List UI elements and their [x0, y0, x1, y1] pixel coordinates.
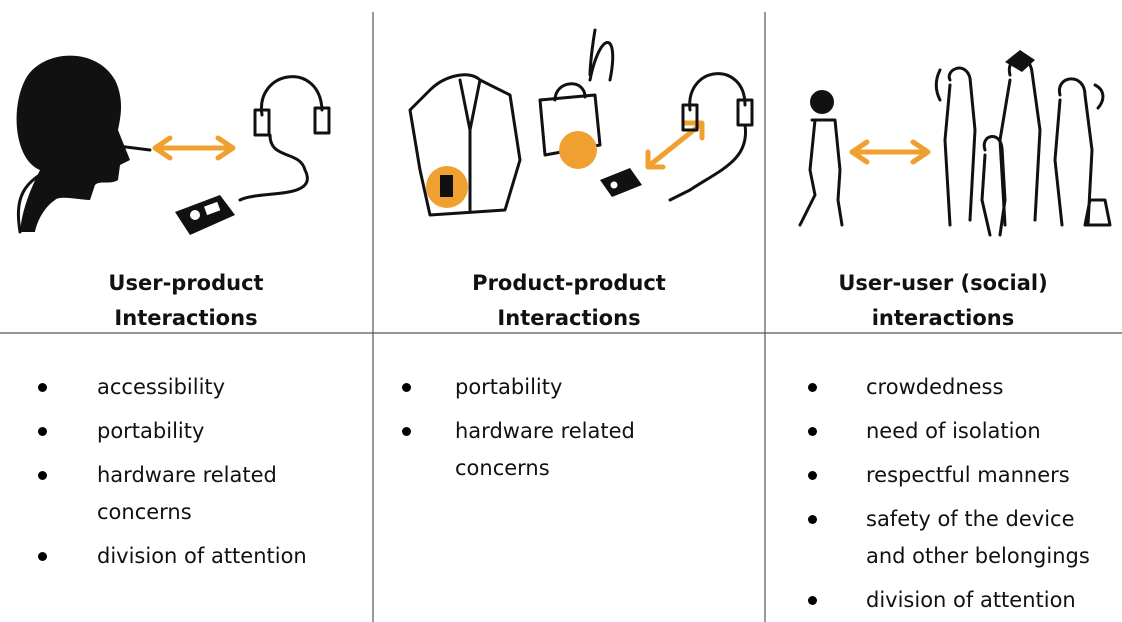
user-body	[798, 118, 844, 227]
list-item: division of attention	[866, 588, 1076, 612]
player-button	[190, 210, 200, 220]
column-heading: User-product	[108, 271, 264, 295]
list-item: crowdedness	[866, 375, 1004, 399]
list-item: and other belongings	[866, 544, 1090, 568]
list-item: accessibility	[97, 375, 226, 399]
crowd-person	[980, 135, 1007, 237]
list-item: division of attention	[97, 544, 307, 568]
user-silhouette	[16, 55, 130, 232]
bullet	[38, 427, 47, 436]
crowd-person	[934, 66, 977, 227]
column-heading: Interactions	[497, 306, 641, 330]
earbuds	[588, 28, 615, 82]
bullet	[808, 515, 817, 524]
bag-highlight	[559, 131, 597, 169]
headphones	[253, 75, 331, 137]
headphones	[681, 72, 754, 132]
pocket-device	[440, 175, 453, 197]
list-item: hardware related	[97, 463, 277, 487]
user-product-sketch	[16, 55, 331, 235]
list-item: hardware related	[455, 419, 635, 443]
cable	[668, 123, 748, 202]
bag	[538, 82, 602, 157]
bullet	[402, 427, 411, 436]
player	[175, 195, 235, 235]
bullet	[808, 471, 817, 480]
bullet	[808, 596, 817, 605]
column-heading: Interactions	[114, 306, 258, 330]
list-item: concerns	[455, 456, 550, 480]
interaction-arrow	[152, 135, 236, 161]
interaction-arrow	[849, 139, 931, 165]
bullet	[38, 471, 47, 480]
list-item: portability	[97, 419, 205, 443]
product-product-sketch	[408, 28, 754, 217]
headset-mic	[108, 143, 152, 152]
list-item: need of isolation	[866, 419, 1041, 443]
player-button	[610, 181, 618, 189]
crowd-cap	[1005, 50, 1035, 72]
jacket	[408, 73, 522, 217]
user-head	[810, 90, 834, 114]
player	[600, 168, 642, 197]
list-item: concerns	[97, 500, 192, 524]
column-heading: User-user (social)	[838, 271, 1048, 295]
player-screen	[204, 201, 221, 216]
cable	[238, 133, 309, 202]
jacket-lapel	[458, 78, 482, 212]
column-heading: interactions	[871, 306, 1015, 330]
crowd-person	[1053, 77, 1112, 227]
list-item: portability	[455, 375, 563, 399]
user-shoulder	[16, 163, 62, 234]
bullet	[38, 552, 47, 561]
user-user-sketch	[798, 50, 1112, 237]
bullet	[808, 383, 817, 392]
bullet	[808, 427, 817, 436]
bullet	[402, 383, 411, 392]
list-item: safety of the device	[866, 507, 1075, 531]
list-item: respectful manners	[866, 463, 1070, 487]
interaction-arrow	[645, 120, 705, 170]
column-heading: Product-product	[472, 271, 666, 295]
bullet	[38, 383, 47, 392]
